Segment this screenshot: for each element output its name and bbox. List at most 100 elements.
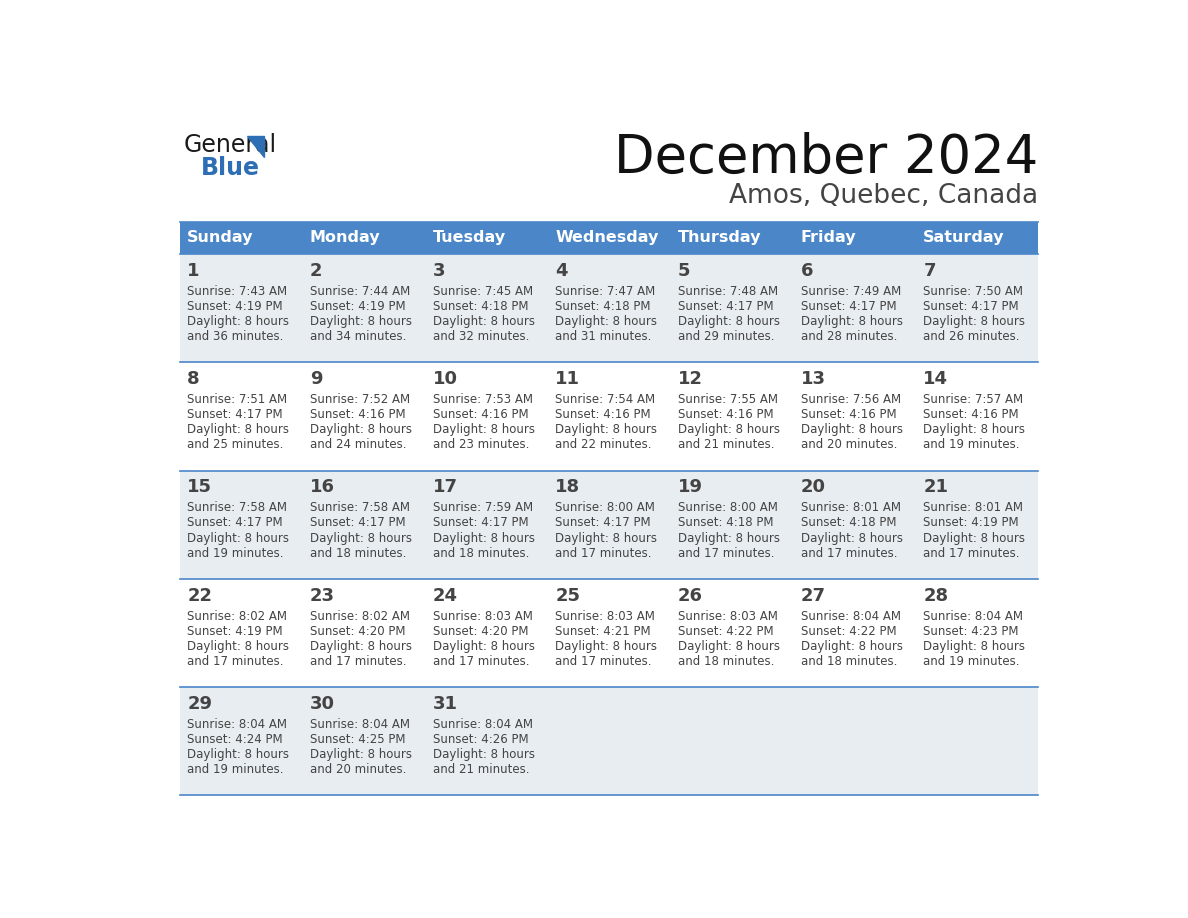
Text: Sunset: 4:16 PM: Sunset: 4:16 PM <box>432 409 529 421</box>
Text: and 19 minutes.: and 19 minutes. <box>188 546 284 559</box>
Text: Sunrise: 8:04 AM: Sunrise: 8:04 AM <box>188 718 287 731</box>
Text: 21: 21 <box>923 478 948 497</box>
Text: Sunset: 4:19 PM: Sunset: 4:19 PM <box>923 517 1019 530</box>
Text: Sunrise: 8:03 AM: Sunrise: 8:03 AM <box>555 610 655 622</box>
Text: Sunrise: 8:02 AM: Sunrise: 8:02 AM <box>188 610 287 622</box>
Text: 28: 28 <box>923 587 948 605</box>
Text: 12: 12 <box>678 370 703 388</box>
Text: Daylight: 8 hours: Daylight: 8 hours <box>923 640 1025 653</box>
Text: Friday: Friday <box>801 230 857 245</box>
Text: 2: 2 <box>310 262 322 280</box>
Text: Sunset: 4:18 PM: Sunset: 4:18 PM <box>555 300 651 313</box>
Text: Daylight: 8 hours: Daylight: 8 hours <box>188 532 289 544</box>
Text: and 17 minutes.: and 17 minutes. <box>188 655 284 667</box>
Text: Sunrise: 7:44 AM: Sunrise: 7:44 AM <box>310 285 410 298</box>
Text: 8: 8 <box>188 370 200 388</box>
Bar <box>179 254 1038 363</box>
Text: 14: 14 <box>923 370 948 388</box>
Text: Sunrise: 7:43 AM: Sunrise: 7:43 AM <box>188 285 287 298</box>
Text: Sunset: 4:17 PM: Sunset: 4:17 PM <box>923 300 1019 313</box>
Text: Daylight: 8 hours: Daylight: 8 hours <box>801 315 903 328</box>
Text: Daylight: 8 hours: Daylight: 8 hours <box>188 748 289 761</box>
Text: Tuesday: Tuesday <box>432 230 506 245</box>
Text: Sunrise: 7:54 AM: Sunrise: 7:54 AM <box>555 393 656 406</box>
Text: 10: 10 <box>432 370 457 388</box>
Text: and 32 minutes.: and 32 minutes. <box>432 330 529 343</box>
Text: Sunrise: 7:51 AM: Sunrise: 7:51 AM <box>188 393 287 406</box>
Text: 13: 13 <box>801 370 826 388</box>
Text: Daylight: 8 hours: Daylight: 8 hours <box>923 315 1025 328</box>
Text: Sunrise: 7:50 AM: Sunrise: 7:50 AM <box>923 285 1023 298</box>
Text: and 19 minutes.: and 19 minutes. <box>923 438 1019 452</box>
Text: Daylight: 8 hours: Daylight: 8 hours <box>432 748 535 761</box>
Text: Daylight: 8 hours: Daylight: 8 hours <box>923 532 1025 544</box>
Text: 29: 29 <box>188 695 213 713</box>
Text: Sunset: 4:18 PM: Sunset: 4:18 PM <box>801 517 896 530</box>
Text: Sunset: 4:16 PM: Sunset: 4:16 PM <box>923 409 1019 421</box>
Text: and 17 minutes.: and 17 minutes. <box>432 655 529 667</box>
Text: Daylight: 8 hours: Daylight: 8 hours <box>188 423 289 436</box>
Text: and 18 minutes.: and 18 minutes. <box>310 546 406 559</box>
Text: Sunrise: 7:49 AM: Sunrise: 7:49 AM <box>801 285 901 298</box>
Text: and 18 minutes.: and 18 minutes. <box>801 655 897 667</box>
Text: 4: 4 <box>555 262 568 280</box>
Text: Sunset: 4:22 PM: Sunset: 4:22 PM <box>678 625 773 638</box>
Text: Daylight: 8 hours: Daylight: 8 hours <box>188 315 289 328</box>
Text: and 36 minutes.: and 36 minutes. <box>188 330 284 343</box>
Text: 25: 25 <box>555 587 580 605</box>
Text: Daylight: 8 hours: Daylight: 8 hours <box>801 532 903 544</box>
Text: 17: 17 <box>432 478 457 497</box>
Text: Sunset: 4:19 PM: Sunset: 4:19 PM <box>188 625 283 638</box>
Text: Monday: Monday <box>310 230 380 245</box>
Text: Sunset: 4:21 PM: Sunset: 4:21 PM <box>555 625 651 638</box>
Text: Sunset: 4:20 PM: Sunset: 4:20 PM <box>432 625 529 638</box>
Text: and 18 minutes.: and 18 minutes. <box>678 655 775 667</box>
Text: 23: 23 <box>310 587 335 605</box>
Text: and 19 minutes.: and 19 minutes. <box>923 655 1019 667</box>
Text: and 21 minutes.: and 21 minutes. <box>432 763 529 776</box>
Text: Sunrise: 8:03 AM: Sunrise: 8:03 AM <box>432 610 532 622</box>
Text: and 22 minutes.: and 22 minutes. <box>555 438 652 452</box>
Text: 7: 7 <box>923 262 936 280</box>
Text: Sunrise: 8:02 AM: Sunrise: 8:02 AM <box>310 610 410 622</box>
Bar <box>179 579 1038 688</box>
Text: and 18 minutes.: and 18 minutes. <box>432 546 529 559</box>
Text: Sunday: Sunday <box>188 230 254 245</box>
Text: Sunset: 4:17 PM: Sunset: 4:17 PM <box>188 517 283 530</box>
Text: Daylight: 8 hours: Daylight: 8 hours <box>555 423 657 436</box>
Text: Daylight: 8 hours: Daylight: 8 hours <box>801 423 903 436</box>
Text: and 26 minutes.: and 26 minutes. <box>923 330 1019 343</box>
Text: Blue: Blue <box>201 156 259 180</box>
Text: 27: 27 <box>801 587 826 605</box>
Text: and 21 minutes.: and 21 minutes. <box>678 438 775 452</box>
Text: and 17 minutes.: and 17 minutes. <box>555 546 652 559</box>
Text: Daylight: 8 hours: Daylight: 8 hours <box>555 532 657 544</box>
Text: Sunrise: 8:04 AM: Sunrise: 8:04 AM <box>923 610 1023 622</box>
Text: Sunrise: 7:55 AM: Sunrise: 7:55 AM <box>678 393 778 406</box>
Text: Daylight: 8 hours: Daylight: 8 hours <box>310 640 412 653</box>
Text: Sunrise: 7:45 AM: Sunrise: 7:45 AM <box>432 285 532 298</box>
Text: Sunset: 4:19 PM: Sunset: 4:19 PM <box>188 300 283 313</box>
Text: Sunset: 4:18 PM: Sunset: 4:18 PM <box>678 517 773 530</box>
Text: Sunrise: 8:00 AM: Sunrise: 8:00 AM <box>555 501 655 514</box>
Text: Sunset: 4:20 PM: Sunset: 4:20 PM <box>310 625 405 638</box>
Text: 20: 20 <box>801 478 826 497</box>
Text: Sunrise: 7:58 AM: Sunrise: 7:58 AM <box>310 501 410 514</box>
Text: Daylight: 8 hours: Daylight: 8 hours <box>432 315 535 328</box>
Text: Daylight: 8 hours: Daylight: 8 hours <box>801 640 903 653</box>
Text: Sunset: 4:16 PM: Sunset: 4:16 PM <box>801 409 896 421</box>
Text: Sunset: 4:22 PM: Sunset: 4:22 PM <box>801 625 896 638</box>
Text: 5: 5 <box>678 262 690 280</box>
Text: Daylight: 8 hours: Daylight: 8 hours <box>310 315 412 328</box>
Text: Sunrise: 7:58 AM: Sunrise: 7:58 AM <box>188 501 287 514</box>
Text: Daylight: 8 hours: Daylight: 8 hours <box>432 423 535 436</box>
Text: Sunset: 4:17 PM: Sunset: 4:17 PM <box>310 517 405 530</box>
Text: Sunset: 4:23 PM: Sunset: 4:23 PM <box>923 625 1019 638</box>
Text: Daylight: 8 hours: Daylight: 8 hours <box>678 315 781 328</box>
Text: Sunset: 4:17 PM: Sunset: 4:17 PM <box>678 300 773 313</box>
Text: 26: 26 <box>678 587 703 605</box>
Text: and 20 minutes.: and 20 minutes. <box>801 438 897 452</box>
Text: Daylight: 8 hours: Daylight: 8 hours <box>310 532 412 544</box>
Text: Wednesday: Wednesday <box>555 230 658 245</box>
Text: Sunset: 4:25 PM: Sunset: 4:25 PM <box>310 733 405 746</box>
